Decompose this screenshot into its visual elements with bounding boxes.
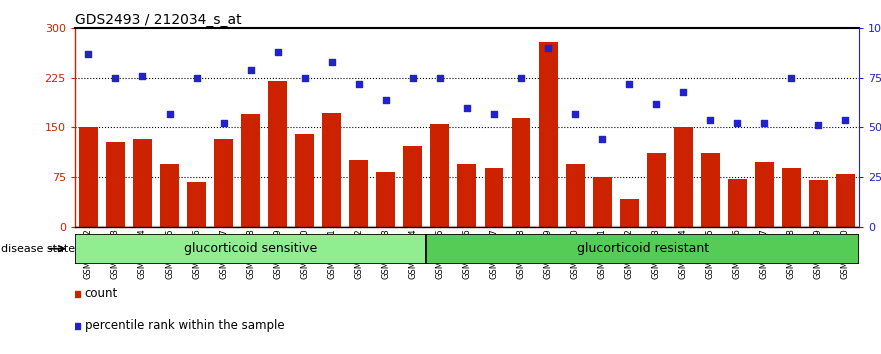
Point: [758, 121, 772, 126]
Bar: [782, 169, 801, 227]
Bar: [619, 199, 639, 227]
Point: [325, 59, 339, 65]
Bar: [349, 160, 368, 227]
Bar: [322, 113, 341, 227]
Point: [189, 75, 204, 81]
Text: glucorticoid sensitive: glucorticoid sensitive: [184, 242, 317, 255]
Point: [352, 81, 366, 87]
Bar: [457, 164, 477, 227]
Text: count: count: [85, 287, 118, 301]
Text: glucorticoid resistant: glucorticoid resistant: [576, 242, 708, 255]
Point: [703, 117, 717, 122]
Point: [622, 81, 636, 87]
Bar: [268, 81, 287, 227]
Point: [243, 67, 257, 73]
Bar: [187, 182, 206, 227]
Bar: [426, 234, 859, 264]
Bar: [700, 153, 720, 227]
Text: disease state: disease state: [2, 244, 76, 254]
Bar: [512, 118, 530, 227]
Point: [406, 75, 420, 81]
Bar: [403, 146, 422, 227]
Point: [136, 73, 150, 79]
Point: [487, 111, 501, 116]
Bar: [160, 164, 179, 227]
Point: [784, 75, 798, 81]
Point: [839, 117, 853, 122]
Bar: [647, 153, 666, 227]
Bar: [755, 162, 774, 227]
Bar: [214, 139, 233, 227]
Point: [81, 51, 95, 57]
Bar: [593, 177, 611, 227]
Point: [541, 45, 555, 51]
Bar: [75, 234, 426, 264]
Bar: [836, 174, 855, 227]
Text: GDS2493 / 212034_s_at: GDS2493 / 212034_s_at: [75, 13, 241, 27]
Bar: [295, 134, 315, 227]
Point: [108, 75, 122, 81]
Point: [514, 75, 528, 81]
Bar: [241, 114, 260, 227]
Bar: [431, 124, 449, 227]
Point: [649, 101, 663, 107]
Point: [460, 105, 474, 110]
Bar: [485, 169, 503, 227]
Bar: [674, 127, 692, 227]
Bar: [538, 41, 558, 227]
Point: [811, 122, 825, 128]
Bar: [106, 142, 125, 227]
Point: [677, 89, 691, 95]
Point: [298, 75, 312, 81]
Text: percentile rank within the sample: percentile rank within the sample: [85, 319, 285, 332]
Point: [270, 49, 285, 55]
Point: [379, 97, 393, 103]
Point: [217, 121, 231, 126]
Point: [568, 111, 582, 116]
Bar: [809, 180, 828, 227]
Point: [162, 111, 176, 116]
Bar: [728, 179, 747, 227]
Bar: [133, 139, 152, 227]
Point: [595, 137, 609, 142]
Bar: [376, 172, 396, 227]
Bar: [566, 164, 585, 227]
Point: [433, 75, 447, 81]
Bar: [79, 127, 98, 227]
Point: [730, 121, 744, 126]
